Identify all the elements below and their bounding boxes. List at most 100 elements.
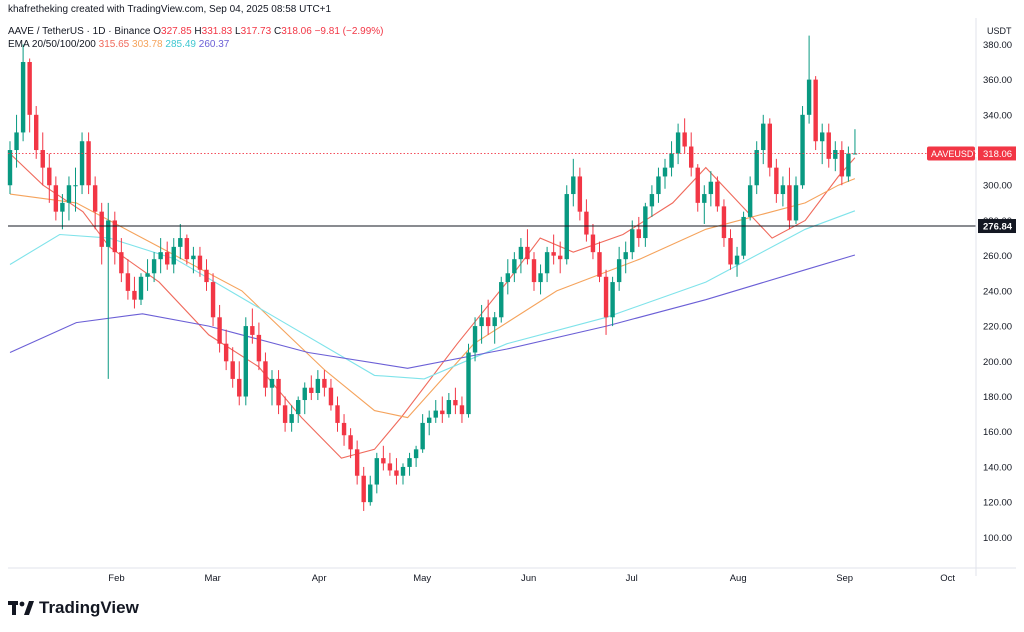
candle-body — [538, 273, 543, 283]
candle-body — [348, 435, 353, 450]
candle — [446, 392, 452, 418]
candle-body — [191, 255, 196, 260]
candle — [662, 158, 668, 189]
candle-body — [846, 153, 851, 177]
candle-body — [53, 185, 59, 212]
ema-label: EMA 20/50/100/200 — [8, 39, 96, 50]
candle-body — [525, 246, 530, 260]
chart-credit: khafretheking created with TradingView.c… — [8, 4, 332, 15]
time-tick-label: Oct — [940, 573, 955, 584]
candle — [191, 246, 196, 274]
candle — [715, 176, 720, 212]
candle-body — [682, 132, 687, 147]
candle — [453, 387, 458, 415]
candle-body — [309, 387, 314, 393]
candle-body — [479, 317, 484, 327]
ema100-value: 285.49 — [165, 39, 196, 50]
ema-legend[interactable]: EMA 20/50/100/200 315.65 303.78 285.49 2… — [8, 39, 229, 50]
candle — [505, 259, 510, 295]
candle — [407, 452, 412, 476]
support-price-label-bg — [978, 219, 1016, 234]
last-price-label-bg — [978, 146, 1016, 161]
tradingview-logo[interactable]: TradingView — [8, 598, 139, 618]
price-tick-label: 140.00 — [983, 462, 1012, 473]
candle — [767, 118, 772, 177]
ema20-value: 315.65 — [98, 39, 130, 50]
candle-body — [243, 326, 248, 397]
candle-body — [413, 449, 419, 459]
time-axis[interactable]: Feb Mar Apr May Jun Jul Aug Sep Oct — [8, 567, 1016, 584]
candle — [833, 141, 838, 172]
candle — [499, 276, 504, 323]
ema-lines — [9, 153, 856, 459]
candle — [564, 185, 569, 265]
candle — [675, 123, 681, 165]
ohlc-change: −9.81 (−2.99%) — [314, 26, 384, 37]
candle — [145, 259, 150, 291]
candle-body — [47, 167, 52, 186]
candle — [440, 396, 445, 423]
candle-body — [354, 449, 360, 476]
candle — [584, 199, 589, 242]
candle — [20, 44, 26, 142]
candle — [538, 264, 543, 295]
brand-name: TradingView — [39, 598, 139, 617]
candle-body — [577, 176, 583, 212]
candle-body — [774, 167, 779, 195]
ohlc-close-label: C — [273, 26, 282, 37]
candle-body — [754, 150, 759, 186]
candle-body — [230, 361, 235, 379]
ema-line-ema100 — [9, 210, 856, 380]
candle — [204, 259, 209, 291]
candle — [531, 252, 537, 291]
candle-body — [695, 167, 700, 203]
candle-body — [675, 132, 681, 154]
ohlc-low-label: L — [235, 26, 241, 37]
candle — [223, 329, 229, 371]
tradingview-icon — [8, 601, 34, 615]
candle — [806, 35, 812, 124]
candle — [695, 164, 700, 212]
candle-body — [132, 290, 137, 300]
price-axis[interactable]: 100.00 120.00 140.00 160.00 180.00 200.00 220.… — [927, 18, 1016, 576]
candle — [60, 194, 65, 230]
candle-body — [99, 211, 104, 247]
candle-body — [466, 352, 471, 415]
candle-body — [394, 470, 399, 476]
candle-body — [721, 206, 727, 239]
candle — [7, 141, 13, 195]
candle-body — [79, 141, 85, 186]
candle — [184, 234, 190, 265]
candle-body — [826, 132, 831, 159]
candle — [243, 317, 248, 406]
candle — [544, 246, 550, 283]
candle — [66, 176, 72, 221]
price-tick-label: 100.00 — [983, 533, 1012, 544]
candle-body — [328, 387, 334, 406]
candle-body — [505, 273, 510, 283]
candle — [309, 375, 314, 401]
price-tick-label: 120.00 — [983, 498, 1012, 509]
candle-body — [427, 417, 432, 423]
symbol-legend[interactable]: AAVE / TetherUS · 1D · Binance O327.85 H… — [8, 26, 384, 37]
candle — [826, 123, 831, 168]
candle-body — [440, 410, 445, 415]
candle — [427, 410, 432, 436]
candle — [27, 58, 32, 133]
candle-body — [643, 206, 648, 239]
candle-body — [544, 252, 550, 274]
candle — [741, 211, 746, 260]
candle-body — [151, 259, 157, 274]
candle-body — [361, 475, 366, 503]
candle — [92, 176, 98, 230]
candle — [787, 167, 792, 230]
candle-body — [702, 194, 707, 203]
candle — [73, 167, 78, 212]
candle — [800, 106, 805, 189]
candle-body — [715, 181, 720, 207]
candle — [99, 202, 104, 265]
candle — [702, 185, 707, 224]
candle — [603, 269, 609, 335]
price-tick-label: 360.00 — [983, 75, 1012, 86]
